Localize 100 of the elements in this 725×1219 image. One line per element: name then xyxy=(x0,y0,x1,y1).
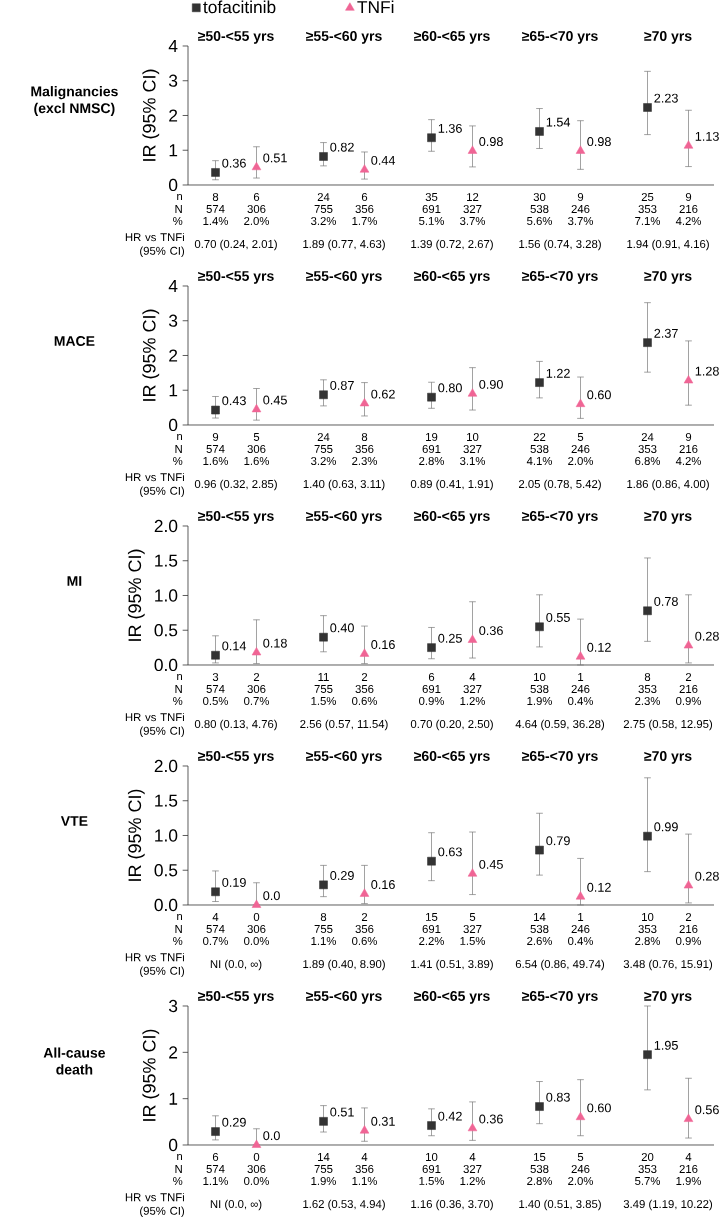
y-axis-title: IR (95% CI) xyxy=(142,69,160,161)
text: 7.1% xyxy=(635,217,661,225)
text: 14 xyxy=(534,913,546,921)
text: 0.9% xyxy=(676,696,702,705)
x-tick-label: ≥50-<55 yrs xyxy=(198,31,274,44)
x-tick-label: ≥60-<65 yrs xyxy=(414,31,490,44)
text: % xyxy=(173,937,183,945)
text: 755 xyxy=(314,205,333,213)
data-label: 0.98 xyxy=(587,137,611,147)
text: 3 xyxy=(212,672,219,681)
text: HR vs TNFi (95% CI) xyxy=(125,472,185,498)
text: VTE xyxy=(60,816,88,826)
text: 0.70 (0.24, 2.01) xyxy=(194,239,277,251)
text: 2 xyxy=(361,673,368,681)
text: 327 xyxy=(463,444,482,453)
y-tick-label: 1.0 xyxy=(155,589,178,602)
text: 9 xyxy=(212,432,219,441)
text: 5.7% xyxy=(635,1177,661,1185)
text: 15 xyxy=(534,1153,546,1161)
data-label: 0.16 xyxy=(371,880,395,890)
text: 327 xyxy=(463,684,482,693)
x-tick-label: ≥50-<55 yrs xyxy=(198,511,274,524)
text: MACE xyxy=(54,336,95,346)
text: 3.2% xyxy=(311,456,337,465)
text: 1.6% xyxy=(244,456,270,465)
text: 356 xyxy=(355,684,374,693)
data-label: 0.51 xyxy=(330,1107,354,1117)
text: 5 xyxy=(469,913,476,921)
y-tick-label: 1.5 xyxy=(155,794,178,807)
data-label: 0.45 xyxy=(263,395,287,405)
data-label: 0.98 xyxy=(479,137,503,147)
text: 574 xyxy=(206,685,225,693)
text: 5 xyxy=(253,433,260,441)
text: 246 xyxy=(571,1164,590,1173)
text: 538 xyxy=(530,924,549,933)
text: 1.40 (0.63, 3.11) xyxy=(303,479,385,491)
text: 4 xyxy=(469,673,476,681)
text: 574 xyxy=(206,445,225,453)
legend-label: TNFi xyxy=(357,0,394,14)
text: 5 xyxy=(577,433,584,441)
text: 0.70 (0.20, 2.50) xyxy=(410,719,493,731)
text: 6 xyxy=(212,1152,219,1161)
text: 755 xyxy=(314,685,333,693)
y-tick-label: 4 xyxy=(168,280,178,292)
text: 1.5% xyxy=(460,937,486,945)
text: 327 xyxy=(463,204,482,213)
x-tick-label: ≥60-<65 yrs xyxy=(414,271,490,284)
data-label: 0.36 xyxy=(479,626,503,636)
data-label: 1.22 xyxy=(546,368,570,378)
x-tick-label: ≥70 yrs xyxy=(644,511,692,524)
text: 4 xyxy=(212,913,219,921)
text: 0.9% xyxy=(676,936,702,945)
text: 3.7% xyxy=(568,216,594,225)
data-label: 1.54 xyxy=(546,117,571,127)
x-tick-label: ≥70 yrs xyxy=(644,31,692,44)
text: 691 xyxy=(422,444,441,453)
text: 2.3% xyxy=(352,456,378,465)
text: 353 xyxy=(638,204,657,213)
y-tick-label: 1 xyxy=(169,144,178,157)
text: n xyxy=(177,193,182,201)
text: 2.56 (0.57, 11.54) xyxy=(300,719,388,731)
data-label: 2.23 xyxy=(654,93,678,103)
text: 356 xyxy=(355,444,374,453)
text: N xyxy=(175,685,182,693)
data-label: 0.29 xyxy=(330,871,354,880)
text: 0 xyxy=(253,1152,260,1161)
text: 4 xyxy=(469,1153,476,1161)
y-axis-title: IR (95% CI) xyxy=(127,549,145,641)
data-label: 0.12 xyxy=(587,882,611,892)
text: 2.0% xyxy=(568,1176,594,1185)
data-label: 0.90 xyxy=(479,379,503,389)
x-tick-label: ≥70 yrs xyxy=(644,751,692,764)
y-axis-title: IR (95% CI) xyxy=(142,309,160,401)
text: 306 xyxy=(247,444,266,453)
data-label: 0.83 xyxy=(546,1092,570,1102)
y-tick-label: 0 xyxy=(168,1138,178,1152)
legend-label: tofacitinib xyxy=(203,0,276,14)
text: 538 xyxy=(530,204,549,213)
text: 538 xyxy=(530,444,549,453)
y-tick-label: 2 xyxy=(169,1046,178,1059)
text: 2 xyxy=(685,913,692,921)
text: 19 xyxy=(426,432,438,441)
text: 0.80 (0.13, 4.76) xyxy=(194,719,277,731)
text: 2.75 (0.58, 12.95) xyxy=(623,719,713,731)
y-tick-label: 3 xyxy=(168,314,178,327)
data-label: 0.28 xyxy=(695,631,719,641)
y-tick-label: 4 xyxy=(168,40,178,52)
x-tick-label: ≥65-<70 yrs xyxy=(522,991,598,1004)
text: 2.8% xyxy=(527,1176,553,1185)
text: 0.96 (0.32, 2.85) xyxy=(194,479,277,491)
text: 353 xyxy=(638,1164,657,1173)
text: 0.9% xyxy=(419,696,445,705)
text: n xyxy=(177,913,182,921)
text: 1.40 (0.51, 3.85) xyxy=(519,1199,601,1211)
data-label: 0.28 xyxy=(695,871,719,881)
text: 246 xyxy=(571,684,590,693)
text: 2.05 (0.78, 5.42) xyxy=(518,479,601,491)
text: 216 xyxy=(679,204,698,213)
text: 15 xyxy=(426,913,438,921)
text: 538 xyxy=(530,1164,549,1173)
